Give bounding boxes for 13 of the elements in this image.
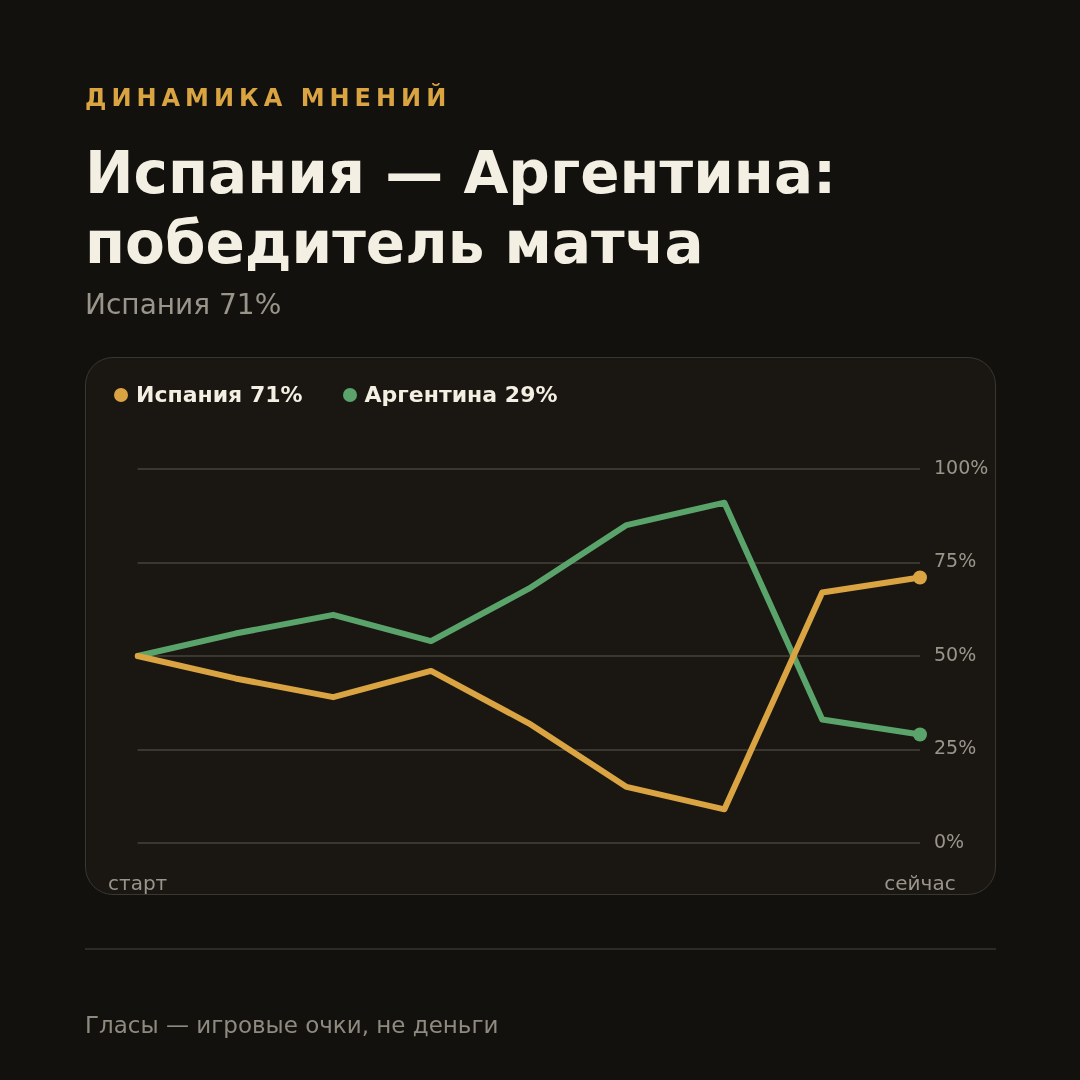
legend-label: Испания 71% <box>136 382 303 407</box>
text: Гласы — игровые очки, не деньги <box>85 1012 499 1038</box>
y-tick-label: 75% <box>934 549 977 572</box>
legend-label: Аргентина 29% <box>364 382 558 407</box>
x-tick-label: сейчас <box>884 871 956 896</box>
y-tick-label: 0% <box>934 829 965 852</box>
x-tick-label: старт <box>108 871 168 896</box>
y-tick-label: 25% <box>934 736 977 759</box>
text: ДИНАМИКА МНЕНИЙ <box>85 84 452 112</box>
y-tick-label: 50% <box>934 642 977 665</box>
chart-subtitle: Испания 71% <box>85 288 282 321</box>
y-tick-label: 100% <box>934 455 989 478</box>
chart-title: Испания — Аргентина: победитель матча <box>85 138 838 278</box>
